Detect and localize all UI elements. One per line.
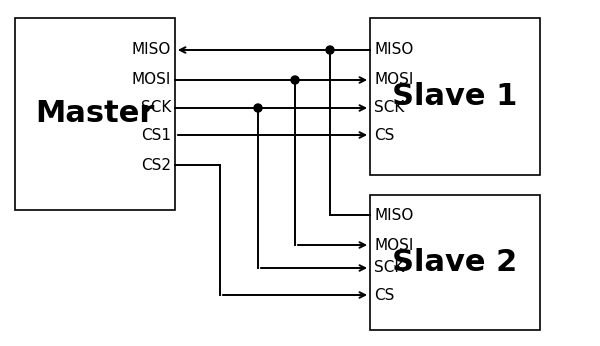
Text: MISO: MISO (131, 43, 171, 57)
FancyBboxPatch shape (370, 195, 540, 330)
Text: SCK: SCK (140, 100, 171, 116)
Text: MOSI: MOSI (374, 237, 413, 253)
Text: Master: Master (35, 100, 155, 128)
Text: CS2: CS2 (141, 157, 171, 173)
Text: MISO: MISO (374, 208, 413, 222)
FancyBboxPatch shape (370, 18, 540, 175)
Text: MISO: MISO (374, 43, 413, 57)
Text: MOSI: MOSI (374, 73, 413, 88)
Text: CS1: CS1 (141, 127, 171, 143)
Circle shape (254, 104, 262, 112)
Text: SCK: SCK (374, 100, 404, 116)
Text: Slave 2: Slave 2 (392, 248, 518, 277)
Circle shape (291, 76, 299, 84)
FancyBboxPatch shape (15, 18, 175, 210)
Text: MOSI: MOSI (131, 73, 171, 88)
Text: SCK: SCK (374, 261, 404, 275)
Text: CS: CS (374, 288, 394, 302)
Text: CS: CS (374, 127, 394, 143)
Text: Slave 1: Slave 1 (392, 82, 518, 111)
Circle shape (326, 46, 334, 54)
